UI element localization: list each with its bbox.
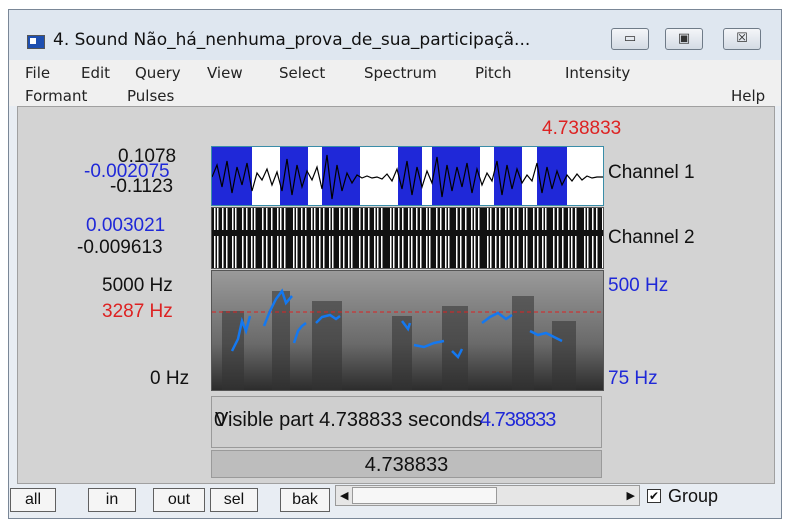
group-label: Group: [668, 486, 719, 506]
cursor-time-label: 4.738833: [542, 118, 622, 139]
visible-part-bar[interactable]: 0 Visible part 4.738833 seconds 4.738833: [211, 396, 602, 448]
channel1-min-label: -0.1123: [110, 176, 174, 197]
maximize-icon: ▣: [677, 31, 691, 46]
channel2-name-label: Channel 2: [608, 227, 695, 248]
channel1-name-label: Channel 1: [608, 162, 695, 183]
channel1-cursor-value-label: -0.002075: [84, 161, 170, 182]
total-duration-bar[interactable]: 4.738833: [211, 450, 602, 478]
group-checkbox[interactable]: ✔: [647, 489, 661, 503]
spectrogram-svg: [212, 271, 603, 390]
channel1-waveform-svg: [212, 147, 603, 205]
channel2-pulses-svg: [212, 208, 603, 268]
menu-view[interactable]: View: [207, 64, 243, 82]
pitch-top-label: 500 Hz: [608, 275, 669, 296]
close-button[interactable]: ☒: [723, 28, 761, 50]
spectrogram-bottom-label: 0 Hz: [150, 368, 190, 389]
menu-edit[interactable]: Edit: [81, 64, 111, 82]
menu-formant[interactable]: Formant: [25, 87, 88, 105]
visible-part-end-label: 4.738833: [480, 409, 556, 431]
maximize-button[interactable]: ▣: [665, 28, 703, 50]
spectrogram-top-label: 5000 Hz: [102, 275, 173, 296]
pitch-bottom-label: 75 Hz: [608, 368, 658, 389]
visible-part-label: Visible part 4.738833 seconds: [215, 409, 483, 431]
menu-spectrum[interactable]: Spectrum: [364, 64, 437, 82]
all-button[interactable]: all: [10, 488, 56, 512]
in-button[interactable]: in: [88, 488, 136, 512]
minimize-icon: ▭: [623, 31, 637, 46]
menu-bar: File Edit Query View Select Spectrum Pit…: [9, 60, 781, 106]
spectrogram[interactable]: [211, 270, 604, 391]
total-duration-label: 4.738833: [364, 454, 449, 476]
channel1-max-label: 0.1078: [118, 146, 177, 167]
spectrogram-cursor-freq-label: 3287 Hz: [102, 301, 173, 322]
praat-app-icon: [27, 35, 45, 49]
title-bar: 4. Sound Não_há_nenhuma_prova_de_sua_par…: [9, 10, 781, 60]
channel2-pulses[interactable]: [211, 207, 604, 269]
bak-button[interactable]: bak: [280, 488, 330, 512]
minimize-button[interactable]: ▭: [611, 28, 649, 50]
out-button[interactable]: out: [153, 488, 205, 512]
horizontal-scrollbar[interactable]: ◀ ▶: [335, 485, 640, 506]
menu-pitch[interactable]: Pitch: [475, 64, 512, 82]
scroll-right-icon[interactable]: ▶: [626, 489, 635, 502]
bottom-controls: all in out sel bak: [8, 484, 788, 518]
menu-select[interactable]: Select: [279, 64, 326, 82]
sel-button[interactable]: sel: [210, 488, 258, 512]
channel1-waveform[interactable]: [211, 146, 604, 206]
pitch-curve: [230, 288, 563, 360]
menu-pulses[interactable]: Pulses: [127, 87, 175, 105]
channel2-min-label: -0.009613: [77, 237, 163, 258]
scroll-left-icon[interactable]: ◀: [340, 489, 349, 502]
close-icon: ☒: [736, 31, 748, 46]
menu-file[interactable]: File: [25, 64, 51, 82]
channel2-max-label: 0.003021: [86, 215, 166, 236]
window-title: 4. Sound Não_há_nenhuma_prova_de_sua_par…: [53, 30, 531, 50]
menu-query[interactable]: Query: [135, 64, 181, 82]
menu-intensity[interactable]: Intensity: [565, 64, 631, 82]
visible-part-start-label: 0: [214, 409, 226, 431]
scrollbar-thumb[interactable]: [352, 487, 497, 504]
menu-help[interactable]: Help: [731, 87, 766, 105]
